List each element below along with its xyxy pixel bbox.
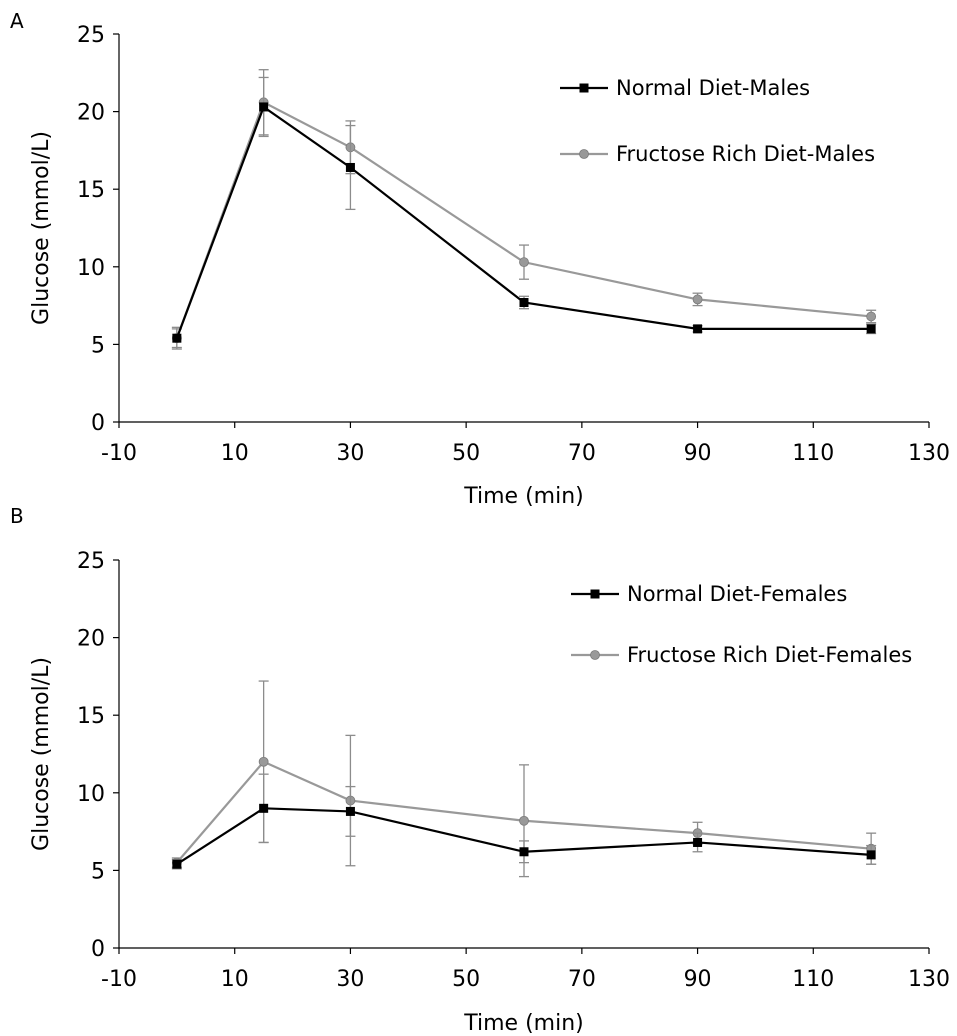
legend-label: Fructose Rich Diet-Males [616, 142, 875, 166]
legend-label: Normal Diet-Females [627, 582, 847, 606]
legend-marker-square [590, 589, 600, 599]
x-tick-label: 130 [908, 441, 950, 466]
panel-letter: A [10, 9, 24, 33]
data-point-square [519, 847, 529, 857]
series-normal-diet-males [171, 76, 877, 350]
data-point-square [693, 324, 703, 334]
series-line [175, 100, 872, 339]
x-tick-label: -10 [101, 967, 137, 992]
data-point-square [172, 859, 182, 869]
y-axis-title: Glucose (mmol/L) [29, 131, 54, 325]
x-tick-label: -10 [101, 441, 137, 466]
data-point-square [866, 850, 876, 860]
y-axis-title: Glucose (mmol/L) [29, 657, 54, 851]
y-tick-label: 5 [91, 859, 105, 884]
data-point-circle [519, 257, 529, 268]
x-tick-label: 70 [568, 441, 596, 466]
x-tick-label: 10 [221, 441, 249, 466]
x-tick-label: 90 [684, 967, 712, 992]
y-tick-label: 20 [77, 101, 105, 126]
series-line [176, 760, 872, 864]
data-point-square [259, 102, 269, 112]
legend-item: Fructose Rich Diet-Males [560, 142, 875, 166]
legend-item: Normal Diet-Females [571, 582, 847, 606]
y-tick-label: 25 [77, 549, 105, 574]
x-tick-label: 10 [221, 967, 249, 992]
legend-label: Normal Diet-Males [616, 76, 810, 100]
data-point-square [693, 837, 703, 847]
y-tick-label: 10 [77, 256, 105, 281]
data-point-square [345, 162, 355, 172]
x-tick-label: 30 [336, 967, 364, 992]
series-line [175, 105, 872, 339]
data-point-square [172, 333, 182, 343]
y-tick-label: 0 [91, 411, 105, 436]
x-tick-label: 50 [452, 967, 480, 992]
y-tick-label: 5 [91, 333, 105, 358]
panel-letter: B [10, 504, 24, 528]
y-tick-label: 15 [77, 704, 105, 729]
x-tick-label: 50 [452, 441, 480, 466]
legend-marker-square [579, 83, 589, 93]
data-point-square [519, 297, 529, 307]
y-tick-label: 20 [77, 627, 105, 652]
x-tick-label: 90 [684, 441, 712, 466]
legend-marker-circle [579, 149, 589, 159]
panel-a: A 0 5 10 15 20 25 -10 10 30 50 70 90 110 130 Time (min)… [10, 9, 950, 509]
legend-item: Fructose Rich Diet-Females [571, 643, 912, 667]
x-tick-label: 30 [336, 441, 364, 466]
x-tick-label: 70 [568, 967, 596, 992]
legend-item: Normal Diet-Males [560, 76, 810, 100]
series-line [176, 807, 872, 866]
data-point-circle [519, 815, 529, 826]
x-tick-label: 110 [792, 441, 834, 466]
data-point-square [259, 803, 269, 813]
legend-label: Fructose Rich Diet-Females [627, 643, 912, 667]
x-axis-title: Time (min) [463, 484, 584, 509]
data-point-square [866, 324, 876, 334]
y-tick-label: 10 [77, 782, 105, 807]
y-tick-label: 15 [77, 178, 105, 203]
y-tick-label: 0 [91, 937, 105, 962]
x-tick-label: 130 [908, 967, 950, 992]
x-tick-label: 110 [792, 967, 834, 992]
data-point-square [345, 806, 355, 816]
data-point-circle [692, 294, 703, 305]
y-tick-label: 25 [77, 23, 105, 48]
series-normal-diet-females [171, 773, 877, 870]
data-point-circle [258, 756, 269, 767]
data-point-circle [866, 311, 877, 322]
panel-b: B 0 5 10 15 20 25 -10 10 30 50 70 90 110 130 Time (min)… [10, 504, 950, 1036]
x-axis-title: Time (min) [463, 1011, 584, 1036]
legend-marker-circle [590, 650, 600, 660]
